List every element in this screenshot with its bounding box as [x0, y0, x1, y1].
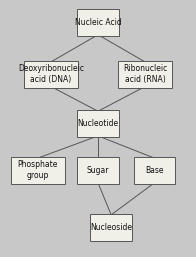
FancyBboxPatch shape: [118, 61, 172, 88]
Text: Sugar: Sugar: [87, 166, 109, 175]
FancyBboxPatch shape: [91, 214, 132, 241]
Text: Base: Base: [145, 166, 164, 175]
FancyBboxPatch shape: [77, 157, 119, 184]
Text: Nucleoside: Nucleoside: [90, 223, 132, 232]
FancyBboxPatch shape: [134, 157, 175, 184]
Text: Phosphate
group: Phosphate group: [18, 160, 58, 180]
FancyBboxPatch shape: [77, 110, 119, 137]
FancyBboxPatch shape: [77, 9, 119, 36]
FancyBboxPatch shape: [11, 157, 65, 184]
Text: Nucleotide: Nucleotide: [77, 119, 119, 128]
FancyBboxPatch shape: [24, 61, 78, 88]
Text: Ribonucleic
acid (RNA): Ribonucleic acid (RNA): [123, 64, 167, 84]
Text: Deoxyribonucleic
acid (DNA): Deoxyribonucleic acid (DNA): [18, 64, 84, 84]
Text: Nucleic Acid: Nucleic Acid: [75, 18, 121, 27]
